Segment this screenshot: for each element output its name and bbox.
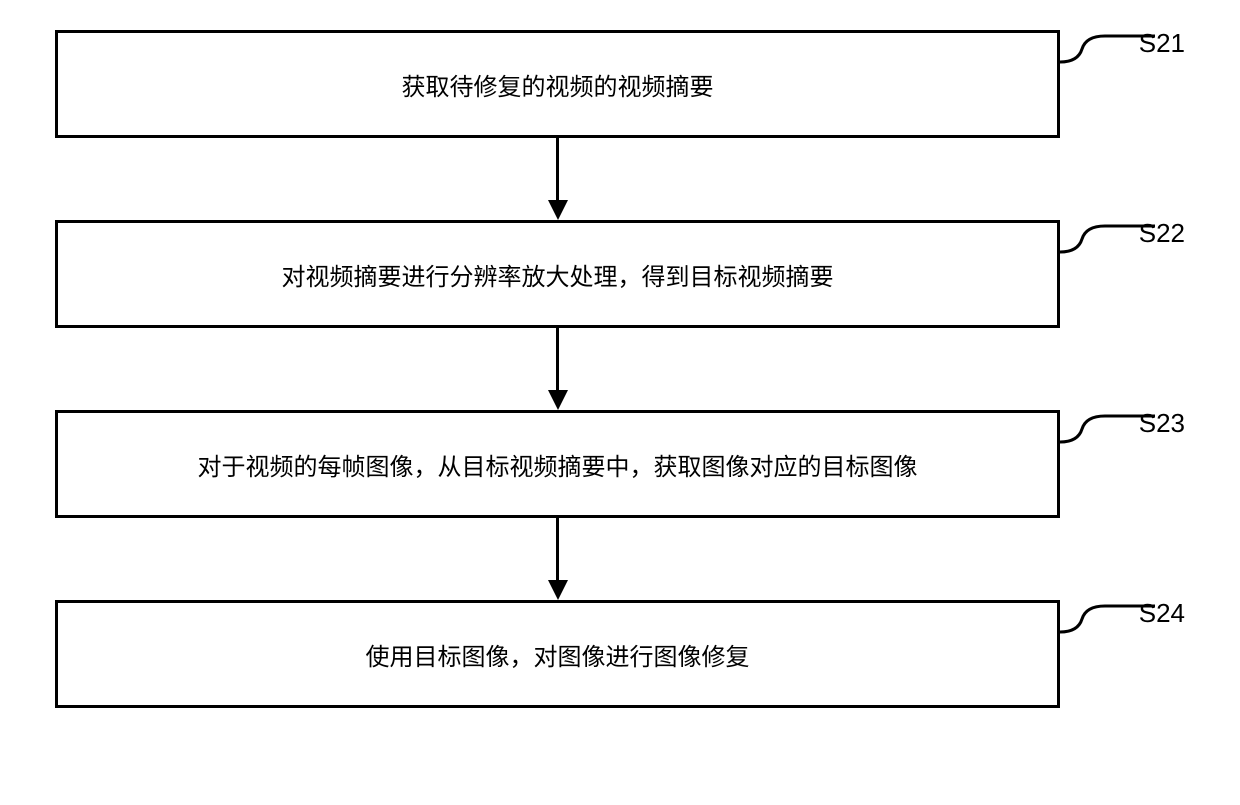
arrow-line-icon: [556, 518, 559, 580]
arrow-head-icon: [548, 200, 568, 220]
arrow-2: [55, 328, 1060, 410]
arrow-line-icon: [556, 138, 559, 200]
arrow-3: [55, 518, 1060, 600]
step-row-1: 获取待修复的视频的视频摘要 S21: [55, 30, 1185, 138]
step-box-s22: 对视频摘要进行分辨率放大处理，得到目标视频摘要: [55, 220, 1060, 328]
step-text: 对于视频的每帧图像，从目标视频摘要中，获取图像对应的目标图像: [198, 447, 918, 482]
step-text: 使用目标图像，对图像进行图像修复: [366, 637, 750, 672]
arrow-line-icon: [556, 328, 559, 390]
step-label: S24: [1139, 598, 1185, 629]
step-row-3: 对于视频的每帧图像，从目标视频摘要中，获取图像对应的目标图像 S23: [55, 410, 1185, 518]
arrow-head-icon: [548, 390, 568, 410]
step-box-s23: 对于视频的每帧图像，从目标视频摘要中，获取图像对应的目标图像: [55, 410, 1060, 518]
arrow-1: [55, 138, 1060, 220]
flowchart-container: 获取待修复的视频的视频摘要 S21 对视频摘要进行分辨率放大处理，得到目标视频摘…: [0, 30, 1240, 708]
step-label: S21: [1139, 28, 1185, 59]
step-box-s24: 使用目标图像，对图像进行图像修复: [55, 600, 1060, 708]
step-row-4: 使用目标图像，对图像进行图像修复 S24: [55, 600, 1185, 708]
step-label-wrapper: S22: [1060, 220, 1185, 328]
arrow-head-icon: [548, 580, 568, 600]
step-label-wrapper: S23: [1060, 410, 1185, 518]
step-text: 获取待修复的视频的视频摘要: [402, 67, 714, 102]
step-label-wrapper: S21: [1060, 30, 1185, 138]
step-label: S23: [1139, 408, 1185, 439]
step-box-s21: 获取待修复的视频的视频摘要: [55, 30, 1060, 138]
step-row-2: 对视频摘要进行分辨率放大处理，得到目标视频摘要 S22: [55, 220, 1185, 328]
step-label: S22: [1139, 218, 1185, 249]
step-label-wrapper: S24: [1060, 600, 1185, 708]
step-text: 对视频摘要进行分辨率放大处理，得到目标视频摘要: [282, 257, 834, 292]
